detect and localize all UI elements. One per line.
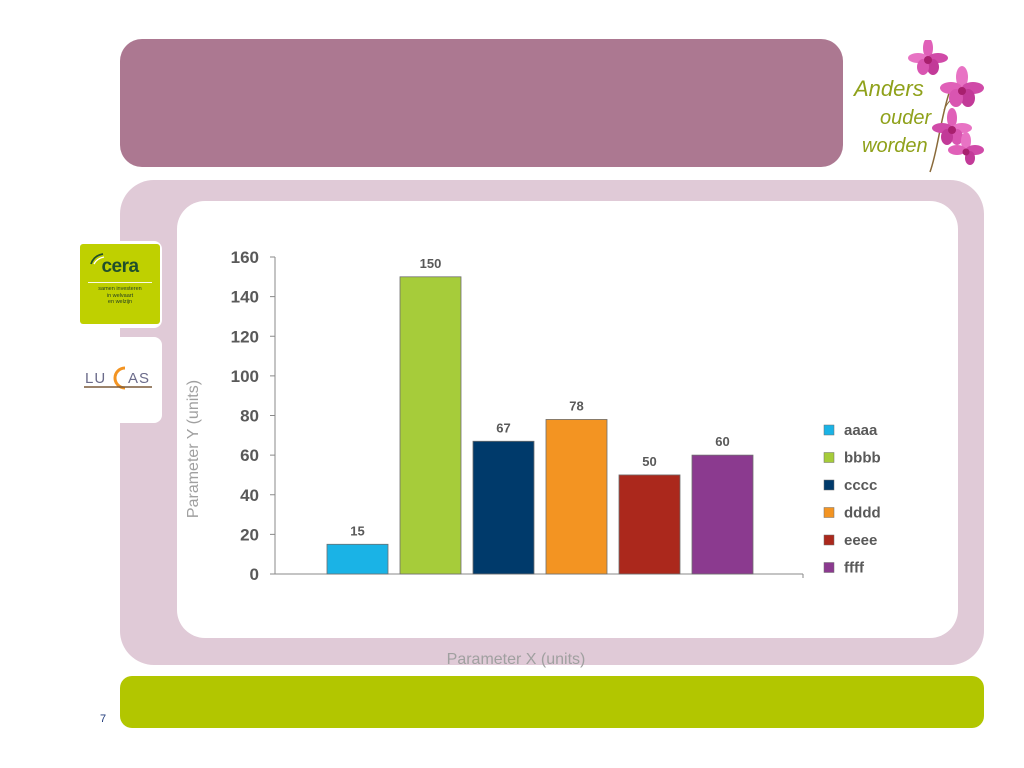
cera-name: cera (101, 256, 139, 277)
legend-label-cccc: cccc (844, 477, 877, 494)
cera-leaf-icon (90, 253, 105, 265)
cera-divider (88, 282, 152, 283)
cera-tagline-1: samen investeren (98, 286, 142, 292)
legend-label-eeee: eeee (844, 532, 877, 549)
data-label-ffff: 60 (715, 434, 729, 449)
anders-line-3: worden (862, 135, 928, 157)
anders-line-1: Anders (852, 76, 924, 101)
legend-label-aaaa: aaaa (844, 422, 878, 439)
cera-tagline-3: en welzijn (107, 299, 133, 305)
chart-data-labels: 15 150 67 78 50 60 (350, 256, 729, 538)
legend-label-dddd: dddd (844, 505, 881, 522)
legend-label-bbbb: bbbb (844, 450, 881, 467)
bar-eeee (618, 474, 681, 575)
y-tick-label: 120 (231, 327, 259, 346)
data-label-dddd: 78 (569, 398, 583, 413)
data-label-eeee: 50 (642, 454, 656, 469)
y-tick-label: 160 (231, 248, 259, 267)
legend-swatch-bbbb (823, 452, 835, 463)
data-label-aaaa: 15 (350, 523, 364, 538)
lucas-text-right: AS (128, 370, 150, 387)
lucas-logo: LU AS (84, 366, 152, 390)
bar-cccc (472, 440, 535, 575)
bar-dddd (545, 419, 608, 575)
data-label-bbbb: 150 (420, 256, 442, 271)
legend-swatch-cccc (823, 479, 835, 491)
orchid-flower-icon (908, 40, 984, 173)
lucas-text-left: LU (85, 370, 106, 387)
y-tick-label: 20 (240, 525, 259, 544)
legend-label-ffff: ffff (844, 560, 865, 577)
y-tick-label: 60 (240, 446, 259, 465)
cera-tagline-2: in welvaart (106, 292, 134, 299)
cera-tagline: samen investeren in welvaart en welzijn (82, 286, 158, 306)
cera-logo: cera samen investeren in welvaart en wel… (80, 244, 160, 324)
legend-swatch-aaaa (823, 424, 835, 436)
page-number: 7 (100, 713, 107, 725)
chart-legend: aaaa bbbb cccc dddd eeee ffff (823, 422, 881, 577)
anders-ouder-worden-logo: Anders ouder worden (852, 40, 984, 173)
y-tick-label: 80 (240, 407, 259, 426)
chart-bars (326, 276, 754, 575)
y-tick-label: 40 (240, 486, 259, 505)
legend-swatch-dddd (823, 507, 835, 518)
y-axis-title: Parameter Y (units) (185, 380, 202, 518)
bar-aaaa (326, 543, 389, 575)
footer-band (120, 676, 984, 728)
x-axis-title: Parameter X (units) (447, 651, 586, 668)
anders-line-2: ouder (880, 107, 932, 129)
legend-swatch-ffff (823, 562, 835, 573)
y-tick-label: 0 (250, 565, 259, 584)
data-label-cccc: 67 (496, 420, 510, 435)
y-tick-label: 100 (231, 367, 259, 386)
bar-bbbb (399, 276, 462, 575)
bar-ffff (691, 454, 754, 575)
lucas-logo-card (76, 337, 162, 423)
title-band (120, 39, 843, 167)
y-tick-label: 140 (231, 288, 259, 307)
legend-swatch-eeee (823, 534, 835, 546)
